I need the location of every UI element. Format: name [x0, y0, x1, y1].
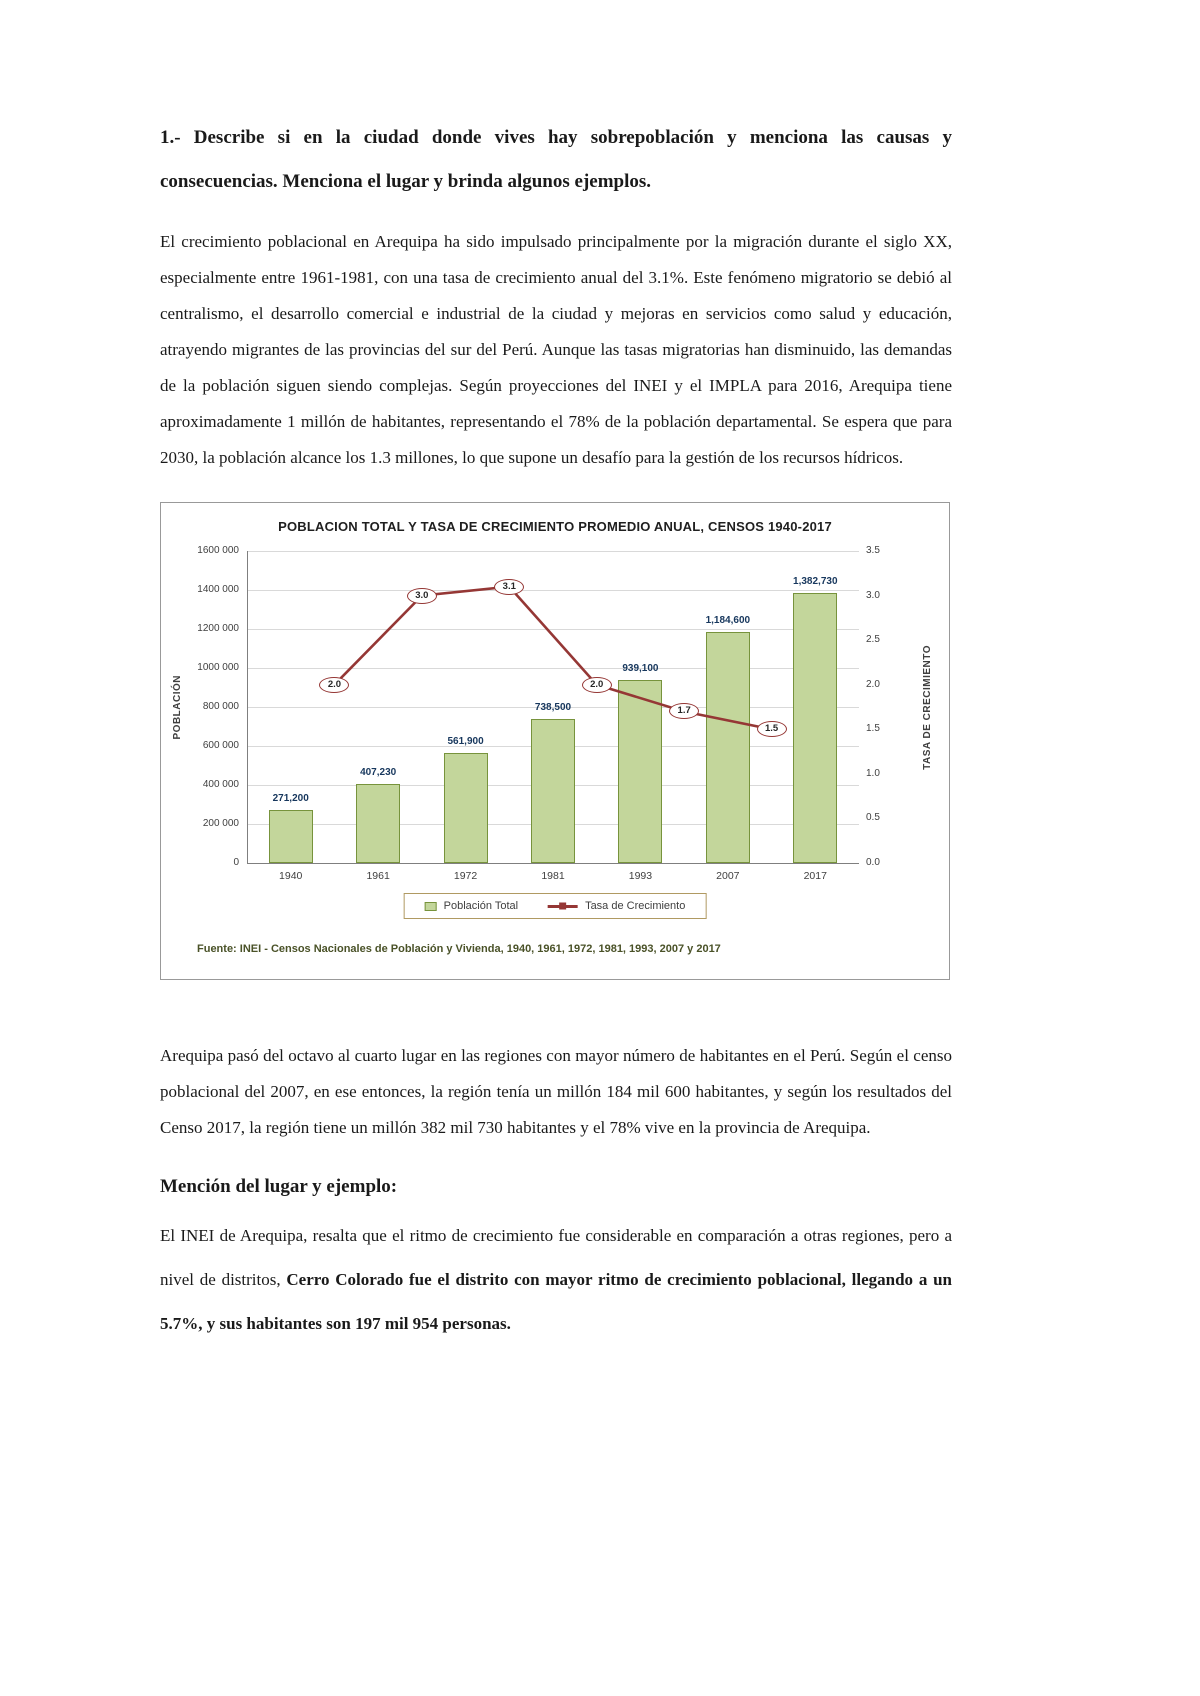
bar-value-label: 939,100: [622, 662, 659, 674]
bar-value-label: 738,500: [534, 701, 572, 713]
x-axis-tick: 1981: [541, 870, 565, 882]
y-axis-left-tick: 600 000: [202, 740, 239, 751]
population-bar: [356, 783, 401, 863]
growth-rate-value-label: 3.1: [494, 578, 525, 595]
y-axis-right-tick: 0.0: [866, 857, 880, 868]
y-axis-left-tick: 800 000: [202, 701, 239, 712]
y-axis-right-tick: 2.0: [866, 678, 880, 690]
population-bar: [268, 810, 313, 863]
bar-value-label: 407,230: [360, 766, 397, 778]
bar-value-label: 1,184,600: [705, 615, 751, 626]
growth-rate-value-label: 1.7: [669, 703, 700, 720]
bar-value-label: 561,900: [447, 736, 484, 748]
legend-label-growth: Tasa de Crecimiento: [585, 900, 686, 912]
gridline: [247, 707, 859, 708]
chart-legend: Población Total Tasa de Crecimiento: [403, 893, 707, 919]
y-axis-left-tick: 1000 000: [197, 662, 239, 673]
document-page: 1.- Describe si en la ciudad donde vives…: [160, 0, 952, 1346]
population-bar: [443, 753, 488, 863]
population-bar: [618, 679, 663, 863]
y-axis-left-tick: 200 000: [202, 818, 239, 829]
population-chart: POBLACION TOTAL Y TASA DE CRECIMIENTO PR…: [160, 502, 950, 980]
gridline: [247, 629, 859, 630]
legend-line-marker: [559, 902, 567, 910]
mention-bold-text: Cerro Colorado fue el distrito con mayor…: [160, 1270, 952, 1333]
y-axis-right-tick: 3.0: [866, 589, 880, 601]
section-heading: Mención del lugar y ejemplo:: [160, 1176, 398, 1197]
growth-rate-line: [330, 582, 776, 734]
bar-value-label: 271,200: [272, 793, 309, 805]
gridline: [247, 668, 859, 669]
x-axis-tick: 1972: [453, 870, 478, 882]
growth-rate-value-label: 2.0: [581, 676, 612, 693]
x-axis-tick: 2007: [716, 870, 740, 882]
legend-label-population: Población Total: [443, 900, 519, 912]
population-bar: [531, 718, 575, 863]
mention-normal-text: El INEI de Arequipa, resalta que el ritm…: [160, 1226, 952, 1289]
population-bar: [705, 632, 750, 863]
x-axis-tick: 1940: [279, 870, 303, 882]
growth-rate-value-label: 1.5: [756, 721, 787, 738]
growth-rate-polyline: [333, 585, 772, 731]
growth-rate-value-label: 2.0: [319, 676, 350, 693]
paragraph-intro: El crecimiento poblacional en Arequipa h…: [160, 232, 952, 467]
y-axis-left-tick: 1400 000: [197, 584, 239, 595]
y-axis-right-tick: 1.5: [866, 723, 880, 735]
gridline: [247, 551, 859, 552]
y-axis-left-tick: 400 000: [202, 779, 239, 790]
legend-bar-swatch: [424, 901, 437, 911]
chart-source: Fuente: INEI - Censos Nacionales de Pobl…: [197, 943, 721, 955]
y-axis-left-tick: 1600 000: [197, 545, 239, 556]
growth-rate-value-label: 3.0: [406, 587, 437, 604]
y-axis-left-tick: 0: [233, 857, 239, 868]
legend-item-growth: Tasa de Crecimiento: [548, 900, 685, 912]
question-title: 1.- Describe si en la ciudad donde vives…: [160, 127, 952, 192]
gridline: [247, 590, 859, 591]
paragraph-census: Arequipa pasó del octavo al cuarto lugar…: [160, 1046, 952, 1137]
population-bar: [793, 593, 838, 863]
paragraph-mention: El INEI de Arequipa, resalta que el ritm…: [160, 1214, 952, 1346]
bar-value-label: 1,382,730: [793, 576, 838, 588]
x-axis-tick: 1993: [628, 870, 653, 882]
y-axis-right-tick: 3.5: [866, 545, 880, 556]
x-axis-tick: 1961: [366, 870, 390, 882]
y-axis-right-tick: 0.5: [866, 812, 880, 824]
x-axis-tick: 2017: [803, 870, 827, 882]
legend-line-swatch: [548, 902, 579, 910]
y-axis-line: [247, 551, 248, 863]
y-axis-left-tick: 1200 000: [197, 623, 239, 634]
chart-title: POBLACION TOTAL Y TASA DE CRECIMIENTO PR…: [278, 519, 832, 534]
x-axis-line: [247, 863, 859, 864]
y-axis-right-tick: 2.5: [866, 634, 880, 646]
y-axis-right-tick: 1.0: [866, 767, 880, 779]
legend-item-population: Población Total: [424, 900, 519, 912]
chart-plot-layer: 1600 000 1400 000 1200 000 1000 000 800 000 6…: [161, 503, 949, 979]
